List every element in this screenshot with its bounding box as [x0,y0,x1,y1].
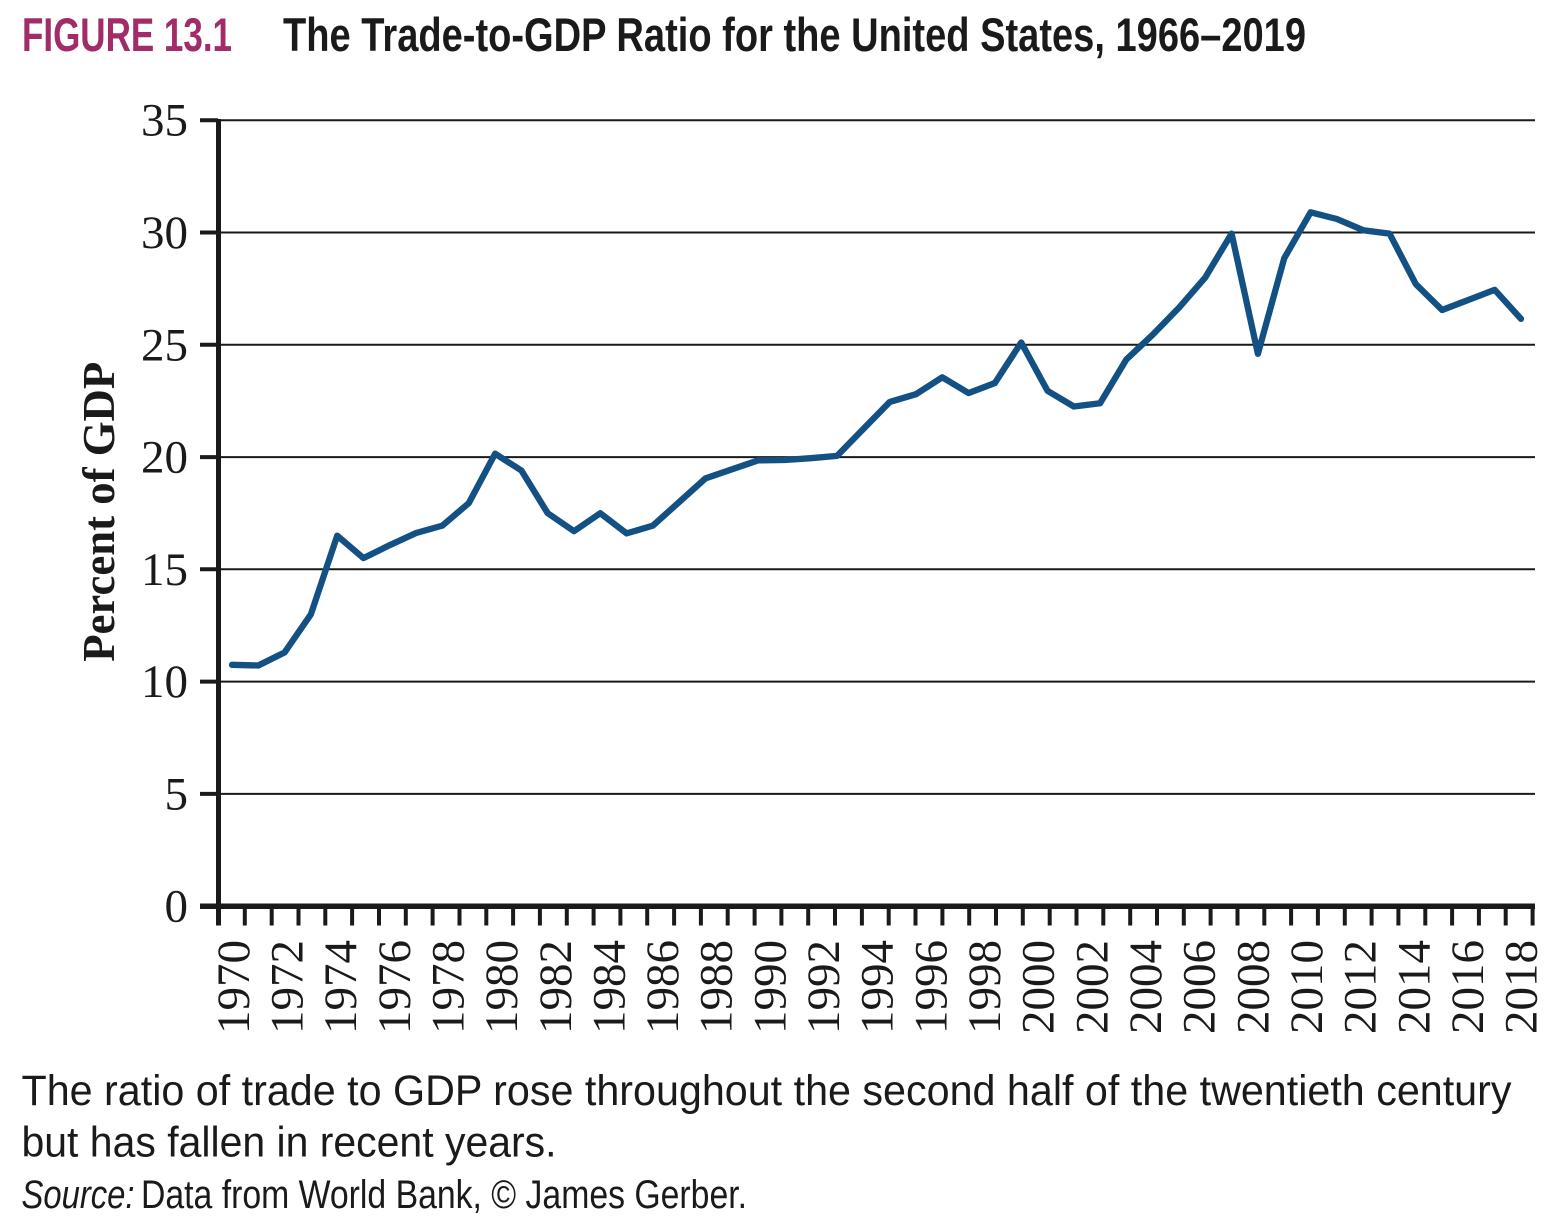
svg-text:30: 30 [141,207,188,259]
svg-text:1988: 1988 [691,940,743,1034]
svg-text:Source:Data from World Bank, ©: Source: Data from World Bank, © James Ger… [22,1173,748,1217]
svg-text:25: 25 [141,319,188,371]
svg-text:1992: 1992 [798,940,850,1034]
svg-text:1982: 1982 [530,940,582,1034]
svg-text:The Trade-to-GDP Ratio for the: The Trade-to-GDP Ratio for the United St… [283,8,1306,61]
svg-text:but has fallen in recent years: but has fallen in recent years. [22,1119,557,1167]
svg-text:1984: 1984 [583,940,635,1034]
svg-text:1980: 1980 [476,940,528,1034]
svg-text:FIGURE 13.1: FIGURE 13.1 [22,8,232,61]
svg-text:0: 0 [165,881,189,933]
svg-text:1972: 1972 [262,940,314,1034]
svg-text:1996: 1996 [905,940,957,1034]
svg-text:35: 35 [141,95,188,147]
svg-text:1974: 1974 [315,940,367,1034]
svg-text:2006: 2006 [1174,940,1226,1034]
svg-text:1998: 1998 [959,940,1011,1034]
svg-text:2014: 2014 [1388,940,1440,1034]
svg-text:2008: 2008 [1227,940,1279,1034]
svg-text:10: 10 [141,656,188,708]
svg-text:1994: 1994 [852,940,904,1034]
svg-text:2016: 2016 [1442,940,1494,1034]
svg-text:Percent of GDP: Percent of GDP [74,362,124,662]
svg-text:2010: 2010 [1281,940,1333,1034]
svg-text:20: 20 [141,432,188,484]
svg-text:1986: 1986 [637,940,689,1034]
svg-text:2002: 2002 [1066,940,1118,1034]
svg-text:2012: 2012 [1335,940,1387,1034]
svg-text:2000: 2000 [1013,940,1065,1034]
svg-text:15: 15 [141,544,188,596]
svg-text:The ratio of trade to GDP rose: The ratio of trade to GDP rose throughou… [22,1067,1512,1115]
svg-text:1976: 1976 [369,940,421,1034]
svg-text:5: 5 [165,768,189,820]
svg-text:2018: 2018 [1496,940,1548,1034]
svg-text:1970: 1970 [208,940,260,1034]
svg-text:2004: 2004 [1120,940,1172,1034]
svg-text:1990: 1990 [744,940,796,1034]
svg-text:1978: 1978 [423,940,475,1034]
